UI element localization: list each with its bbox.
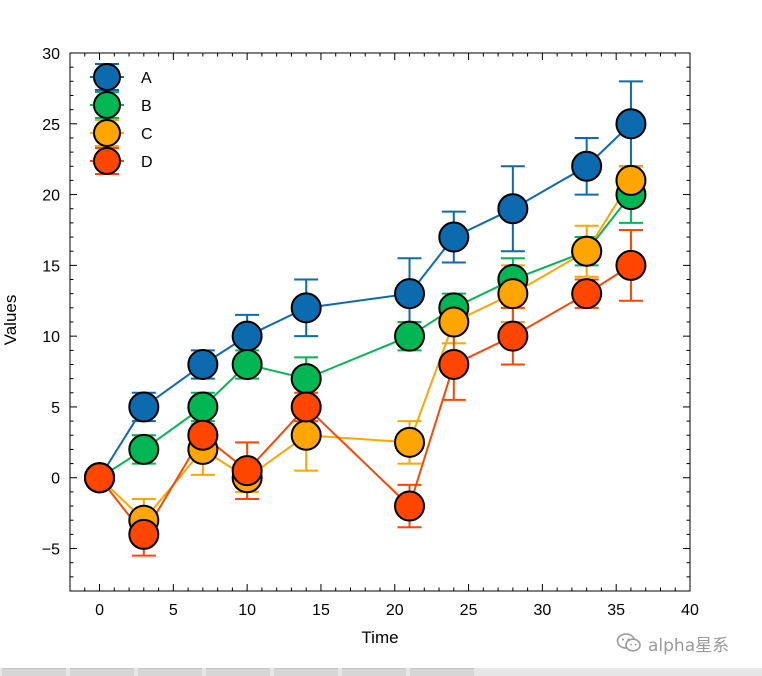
y-tick-label: 10 — [42, 329, 60, 346]
x-axis: 0 5 10 15 20 25 30 35 40 — [69, 53, 699, 619]
watermark-text: alpha星系 — [648, 635, 730, 656]
x-tick-label: 35 — [607, 602, 625, 619]
y-tick-label: 5 — [51, 400, 60, 417]
y-axis: −5 0 5 10 15 20 25 30 — [42, 46, 690, 592]
data-point — [231, 455, 263, 487]
data-point — [438, 348, 470, 380]
data-point — [187, 419, 219, 451]
strip-tab[interactable] — [342, 668, 406, 676]
data-point — [497, 193, 529, 225]
data-point — [394, 426, 426, 458]
data-point — [571, 150, 603, 182]
series-line — [98, 193, 632, 479]
plot-border — [69, 52, 691, 592]
legend-item-B: B — [90, 91, 152, 119]
plot-area — [69, 52, 691, 592]
strip-tab[interactable] — [274, 668, 338, 676]
legend-marker — [93, 63, 121, 91]
x-tick-label: 20 — [386, 602, 404, 619]
bottom-tab-strip — [0, 668, 762, 676]
x-tick-label: 15 — [312, 602, 330, 619]
data-point — [128, 518, 160, 550]
x-tick-label: 30 — [533, 602, 551, 619]
data-point — [290, 292, 322, 324]
data-point — [394, 278, 426, 310]
y-tick-label: 15 — [42, 258, 60, 275]
series-C — [98, 165, 643, 543]
strip-tab[interactable] — [206, 668, 270, 676]
y-tick-label: 30 — [42, 46, 60, 63]
strip-tab[interactable] — [410, 668, 474, 676]
x-tick-label: 10 — [238, 602, 256, 619]
series-line — [98, 264, 632, 537]
wechat-icon — [616, 633, 641, 652]
legend-label: B — [141, 98, 152, 115]
data-point — [187, 348, 219, 380]
legend-item-A: A — [90, 63, 152, 91]
data-point — [290, 363, 322, 395]
series-line — [98, 179, 632, 522]
series-B-markers — [84, 179, 647, 494]
x-tick-label: 40 — [681, 602, 699, 619]
series-line — [98, 123, 632, 479]
data-point — [571, 278, 603, 310]
x-tick-label: 0 — [95, 602, 104, 619]
data-point — [615, 108, 647, 140]
data-point — [128, 433, 160, 465]
data-point — [615, 249, 647, 281]
legend-label: A — [141, 70, 152, 87]
series-B — [98, 165, 643, 479]
data-point — [128, 391, 160, 423]
strip-tab[interactable] — [70, 668, 134, 676]
strip-tab[interactable] — [138, 668, 202, 676]
x-axis-title: Time — [361, 628, 398, 647]
data-point — [497, 320, 529, 352]
data-point — [497, 278, 529, 310]
data-point — [231, 348, 263, 380]
legend-label: C — [141, 126, 153, 143]
data-point — [438, 306, 470, 338]
legend-item-C: C — [90, 119, 153, 147]
data-point — [187, 391, 219, 423]
legend-label: D — [141, 154, 153, 171]
data-point — [231, 320, 263, 352]
series-D — [98, 228, 643, 557]
data-point — [290, 419, 322, 451]
legend-marker — [93, 119, 121, 147]
data-point — [615, 164, 647, 196]
legend-marker — [93, 147, 121, 175]
legend-marker — [93, 91, 121, 119]
series-D-markers — [84, 249, 647, 550]
y-tick-label: 0 — [51, 471, 60, 488]
watermark: alpha星系 — [616, 630, 729, 656]
series-A — [98, 80, 643, 479]
y-axis-title: Values — [1, 295, 20, 346]
data-point — [394, 320, 426, 352]
data-point — [394, 490, 426, 522]
data-series — [84, 80, 647, 557]
y-tick-label: −5 — [42, 542, 60, 559]
strip-tab[interactable] — [2, 668, 66, 676]
data-point — [438, 221, 470, 253]
y-tick-label: 25 — [42, 117, 60, 134]
data-point — [84, 462, 116, 494]
data-point — [571, 235, 603, 267]
series-C-markers — [84, 164, 647, 536]
x-tick-label: 25 — [460, 602, 478, 619]
series-A-markers — [84, 108, 647, 494]
data-point — [290, 391, 322, 423]
legend-item-D: D — [90, 147, 153, 175]
y-tick-label: 20 — [42, 188, 60, 205]
x-tick-label: 5 — [169, 602, 178, 619]
